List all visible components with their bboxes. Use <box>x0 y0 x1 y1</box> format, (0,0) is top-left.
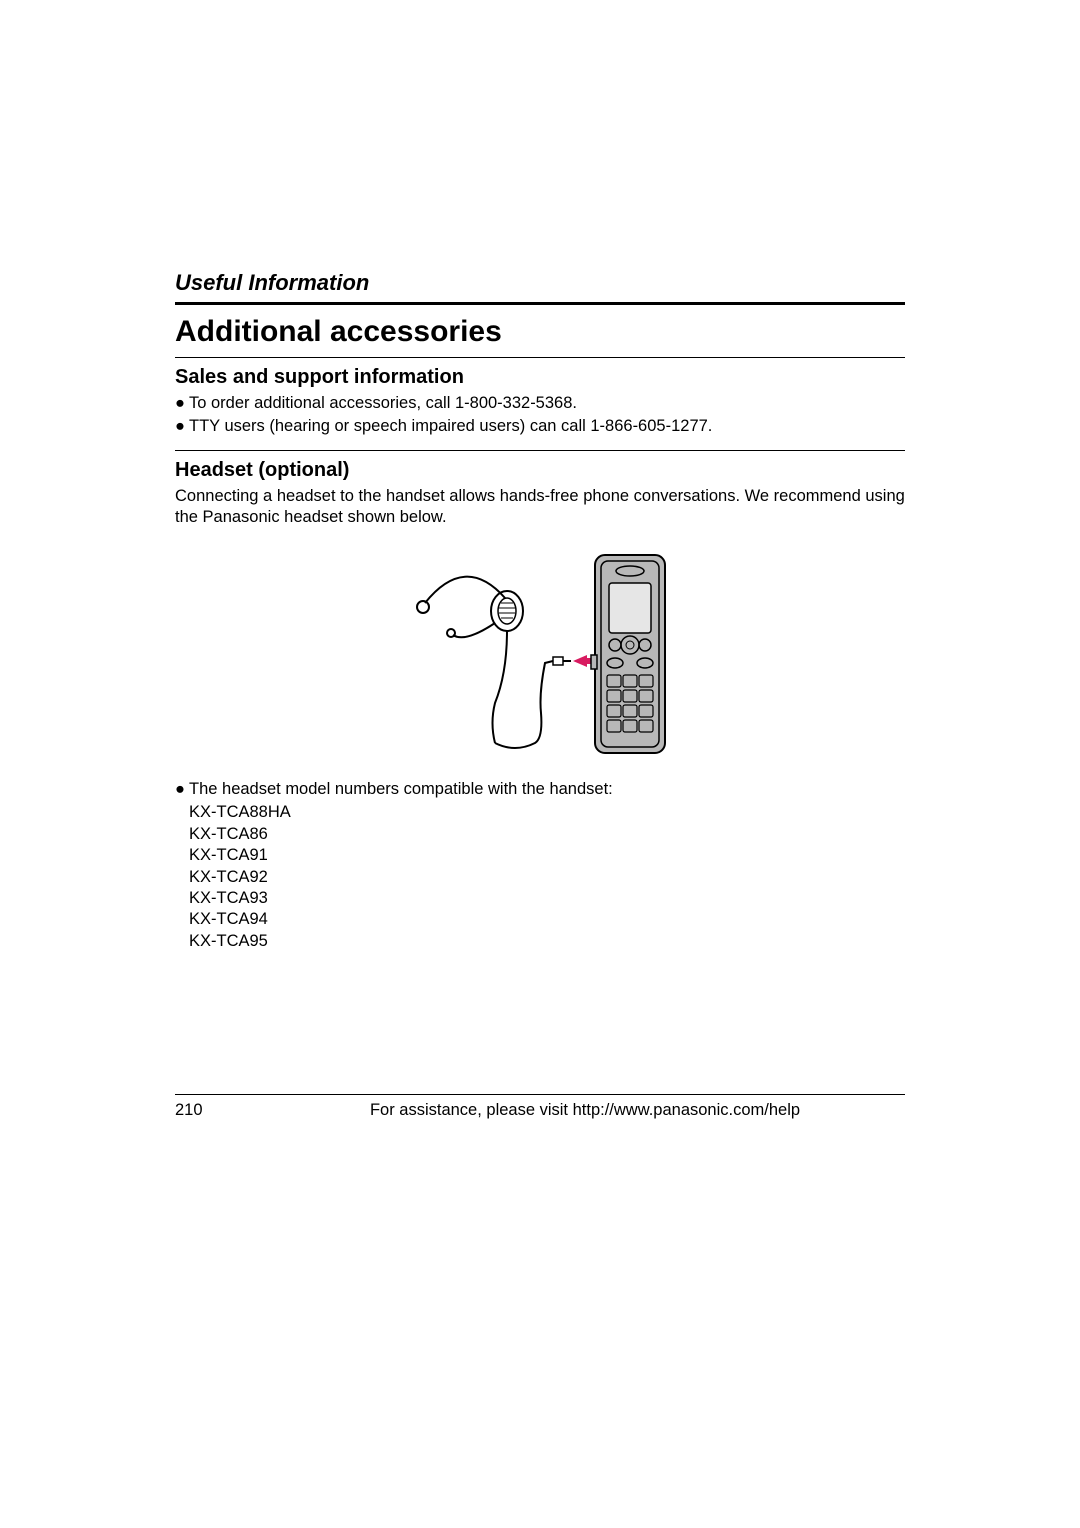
bullet-icon: ● <box>175 393 189 414</box>
headset-intro: Connecting a headset to the handset allo… <box>175 486 905 529</box>
model-number: KX-TCA88HA <box>189 802 905 823</box>
model-list: KX-TCA88HA KX-TCA86 KX-TCA91 KX-TCA92 KX… <box>189 802 905 952</box>
sales-bullet: ● TTY users (hearing or speech impaired … <box>175 416 905 437</box>
model-number: KX-TCA86 <box>189 824 905 845</box>
model-number: KX-TCA94 <box>189 909 905 930</box>
model-number: KX-TCA92 <box>189 867 905 888</box>
sales-bullet-text: To order additional accessories, call 1-… <box>189 393 577 414</box>
page-number: 210 <box>175 1101 265 1120</box>
model-number: KX-TCA95 <box>189 931 905 952</box>
page-footer: 210 For assistance, please visit http://… <box>175 1094 905 1120</box>
footer-assist-text: For assistance, please visit http://www.… <box>265 1101 905 1120</box>
bullet-icon: ● <box>175 779 189 800</box>
rule-thin <box>175 450 905 451</box>
sales-heading: Sales and support information <box>175 366 905 389</box>
sales-bullet-text: TTY users (hearing or speech impaired us… <box>189 416 712 437</box>
rule-thick <box>175 302 905 305</box>
bullet-icon: ● <box>175 416 189 437</box>
model-number: KX-TCA91 <box>189 845 905 866</box>
headset-illustration <box>395 543 685 763</box>
headset-heading: Headset (optional) <box>175 459 905 482</box>
models-intro-row: ● The headset model numbers compatible w… <box>175 779 905 800</box>
page-title: Additional accessories <box>175 315 905 349</box>
footer-rule <box>175 1094 905 1095</box>
model-number: KX-TCA93 <box>189 888 905 909</box>
manual-page: Useful Information Additional accessorie… <box>0 0 1080 1528</box>
section-label: Useful Information <box>175 270 905 296</box>
sales-bullet: ● To order additional accessories, call … <box>175 393 905 414</box>
rule-thin <box>175 357 905 358</box>
models-intro-text: The headset model numbers compatible wit… <box>189 779 613 800</box>
